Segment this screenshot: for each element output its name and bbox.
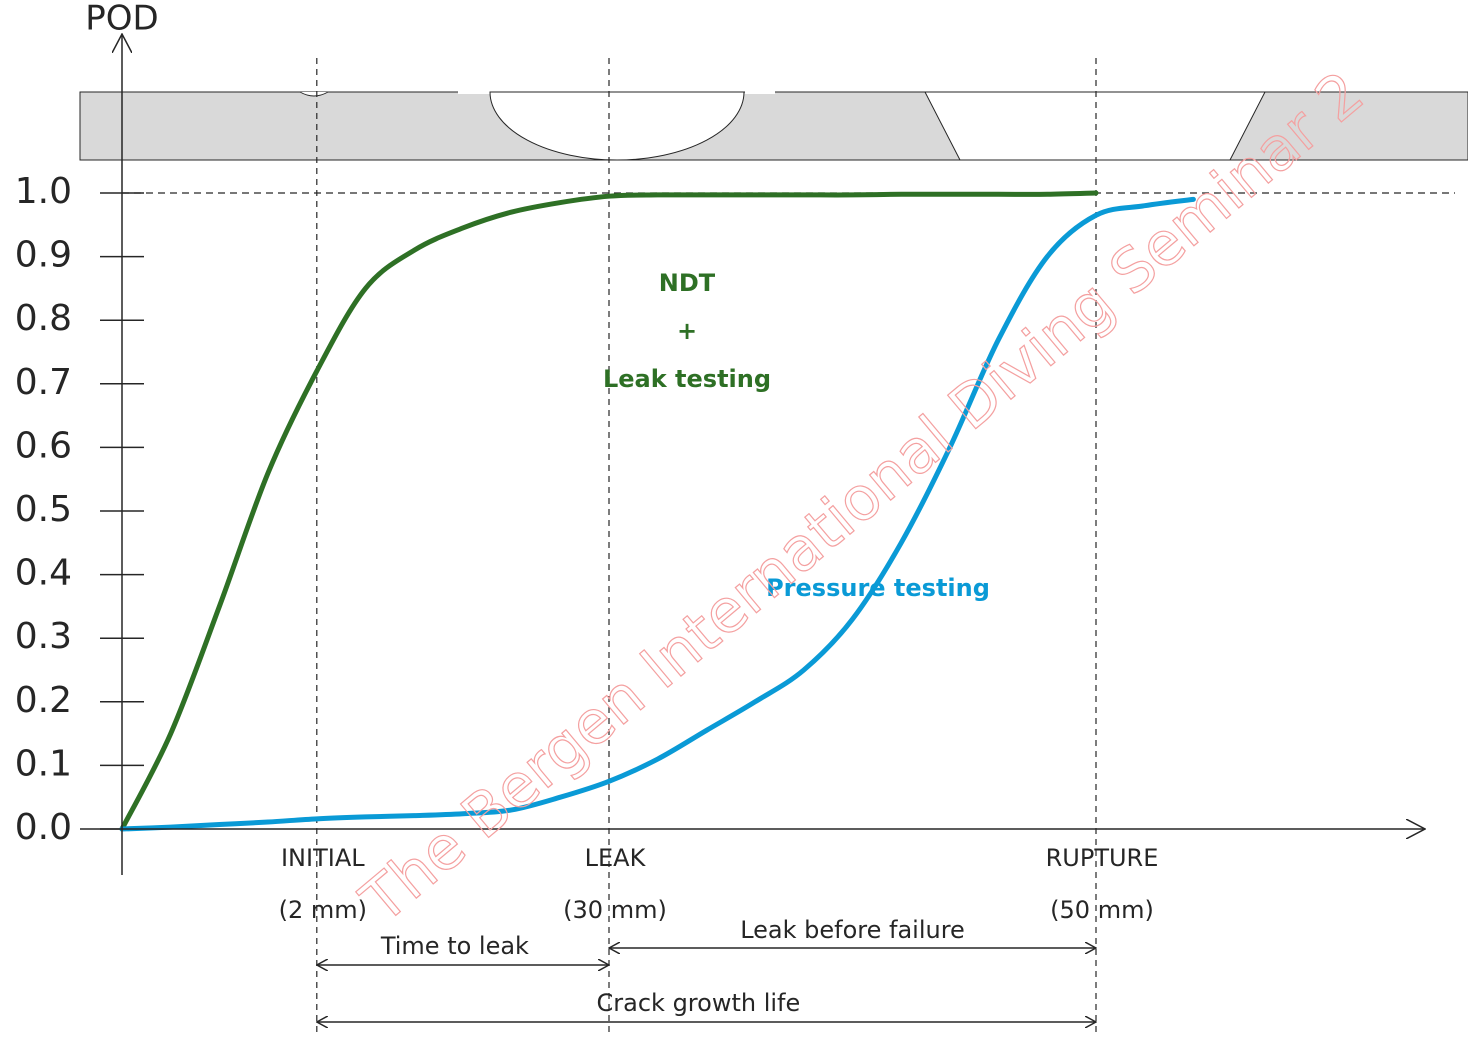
y-tick-label: 0.4 [15,553,72,594]
y-tick-label: 0.0 [15,807,72,848]
series-label: NDT [659,269,716,297]
watermark: The Bergen International Diving Seminar … [348,58,1377,937]
x-tick-label: LEAK [585,844,647,872]
rupture-crack [925,92,1265,160]
x-tick-label: RUPTURE [1046,844,1159,872]
y-tick-label: 0.6 [15,425,72,466]
plate-gap [458,88,490,94]
y-tick-label: 0.2 [15,680,72,721]
x-tick-note: (2 mm) [279,896,367,924]
y-axis-label: POD [85,0,158,39]
series-label: Leak testing [603,365,771,393]
x-tick-label: INITIAL [281,844,365,872]
chart: POD 0.0 0.1 0.2 0.3 0.4 0.5 0.6 0.7 0.8 0.9 1.0 INI… [0,0,1468,1037]
y-tick-label: 0.7 [15,362,72,403]
y-tick-label: 0.8 [15,298,72,339]
x-tick-note: (50 mm) [1050,896,1154,924]
y-tick-label: 0.1 [15,743,72,784]
y-tick-label: 0.9 [15,235,72,276]
plate-gap [745,88,775,94]
series-label: + [677,317,697,345]
span-label: Leak before failure [740,916,965,944]
y-tick-label: 0.5 [15,489,72,530]
y-tick-label: 0.3 [15,616,72,657]
span-label: Time to leak [380,932,529,960]
series-line [122,199,1193,829]
x-tick-note: (30 mm) [563,896,667,924]
span-label: Crack growth life [597,989,801,1017]
y-tick-label: 1.0 [15,171,72,212]
